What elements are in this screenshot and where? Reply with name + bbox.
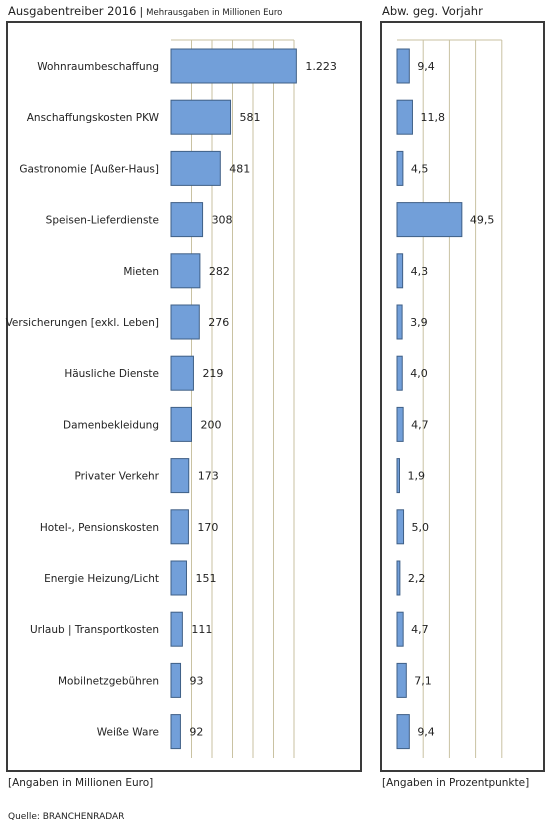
right-bar xyxy=(396,304,403,340)
right-data-label: 4,3 xyxy=(411,265,429,278)
left-data-label: 173 xyxy=(198,470,219,483)
left-data-label: 276 xyxy=(208,316,229,329)
title-separator: | xyxy=(139,5,144,18)
right-bar xyxy=(396,458,400,494)
right-bar xyxy=(396,355,403,391)
right-data-label: 4,0 xyxy=(410,367,428,380)
left-data-label: 170 xyxy=(197,521,218,534)
left-data-label: 282 xyxy=(209,265,230,278)
left-bar xyxy=(170,714,181,750)
right-chart-header: Abw. geg. Vorjahr xyxy=(382,4,483,18)
category-label: Versicherungen [exkl. Leben] xyxy=(6,317,159,329)
left-data-label: 151 xyxy=(195,572,216,585)
right-data-label: 4,5 xyxy=(411,162,429,175)
right-bar xyxy=(396,202,463,238)
left-data-label: 581 xyxy=(240,111,261,124)
left-chart-unit-note: [Angaben in Millionen Euro] xyxy=(8,777,154,789)
left-data-label: 481 xyxy=(229,162,250,175)
left-bar xyxy=(170,253,201,289)
category-label: Mieten xyxy=(123,266,159,278)
category-label: Weiße Ware xyxy=(97,727,159,739)
right-bar xyxy=(396,662,407,698)
left-data-label: 219 xyxy=(202,367,223,380)
right-bar xyxy=(396,509,405,545)
right-data-label: 2,2 xyxy=(408,572,426,585)
category-label: Privater Verkehr xyxy=(74,471,159,483)
category-label: Damenbekleidung xyxy=(63,419,159,431)
left-chart-subtitle: Mehrausgaben in Millionen Euro xyxy=(146,8,283,18)
left-bar xyxy=(170,304,200,340)
right-data-label: 4,7 xyxy=(411,623,429,636)
left-data-label: 1.223 xyxy=(305,60,337,73)
right-chart-panel xyxy=(380,21,545,772)
source-note: Quelle: BRANCHENRADAR xyxy=(8,812,125,822)
right-data-label: 4,7 xyxy=(411,418,429,431)
left-chart-panel xyxy=(6,21,362,772)
left-chart-title: Ausgabentreiber 2016 xyxy=(8,4,137,18)
category-label: Hotel-, Pensionskosten xyxy=(40,522,159,534)
right-bar xyxy=(396,48,410,84)
left-bar xyxy=(170,99,232,135)
category-label: Urlaub | Transportkosten xyxy=(30,624,159,636)
category-label: Mobilnetzgebühren xyxy=(58,675,159,687)
right-data-label: 11,8 xyxy=(420,111,445,124)
right-bar xyxy=(396,714,410,750)
right-data-label: 3,9 xyxy=(410,316,428,329)
left-bar xyxy=(170,48,297,84)
left-data-label: 308 xyxy=(212,214,233,227)
left-data-label: 93 xyxy=(190,674,204,687)
left-bar xyxy=(170,662,182,698)
left-data-label: 111 xyxy=(191,623,212,636)
category-label: Speisen-Lieferdienste xyxy=(46,215,159,227)
left-data-label: 92 xyxy=(189,726,203,739)
category-label: Gastronomie [Außer-Haus] xyxy=(19,163,159,175)
category-label: Häusliche Dienste xyxy=(64,368,159,380)
right-chart-unit-note: [Angaben in Prozentpunkte] xyxy=(382,777,530,789)
right-data-label: 49,5 xyxy=(470,214,495,227)
left-bar xyxy=(170,611,183,647)
right-data-label: 7,1 xyxy=(414,674,432,687)
left-bar xyxy=(170,202,204,238)
right-data-label: 9,4 xyxy=(417,60,435,73)
left-bar xyxy=(170,355,194,391)
right-chart-title: Abw. geg. Vorjahr xyxy=(382,4,483,18)
right-bar xyxy=(396,253,404,289)
left-bar xyxy=(170,509,189,545)
left-bar xyxy=(170,150,221,186)
right-bar xyxy=(396,611,404,647)
left-bar xyxy=(170,458,190,494)
right-data-label: 1,9 xyxy=(407,470,425,483)
right-bar xyxy=(396,406,404,442)
right-bar xyxy=(396,99,413,135)
right-data-label: 9,4 xyxy=(417,726,435,739)
left-bar xyxy=(170,406,192,442)
left-bar xyxy=(170,560,187,596)
category-label: Wohnraumbeschaffung xyxy=(37,61,159,73)
category-label: Anschaffungskosten PKW xyxy=(27,112,160,124)
right-bar xyxy=(396,560,401,596)
right-data-label: 5,0 xyxy=(412,521,430,534)
category-label: Energie Heizung/Licht xyxy=(44,573,159,585)
left-data-label: 200 xyxy=(201,418,222,431)
right-bar xyxy=(396,150,404,186)
left-chart-header: Ausgabentreiber 2016 | Mehrausgaben in Mil… xyxy=(8,4,282,18)
